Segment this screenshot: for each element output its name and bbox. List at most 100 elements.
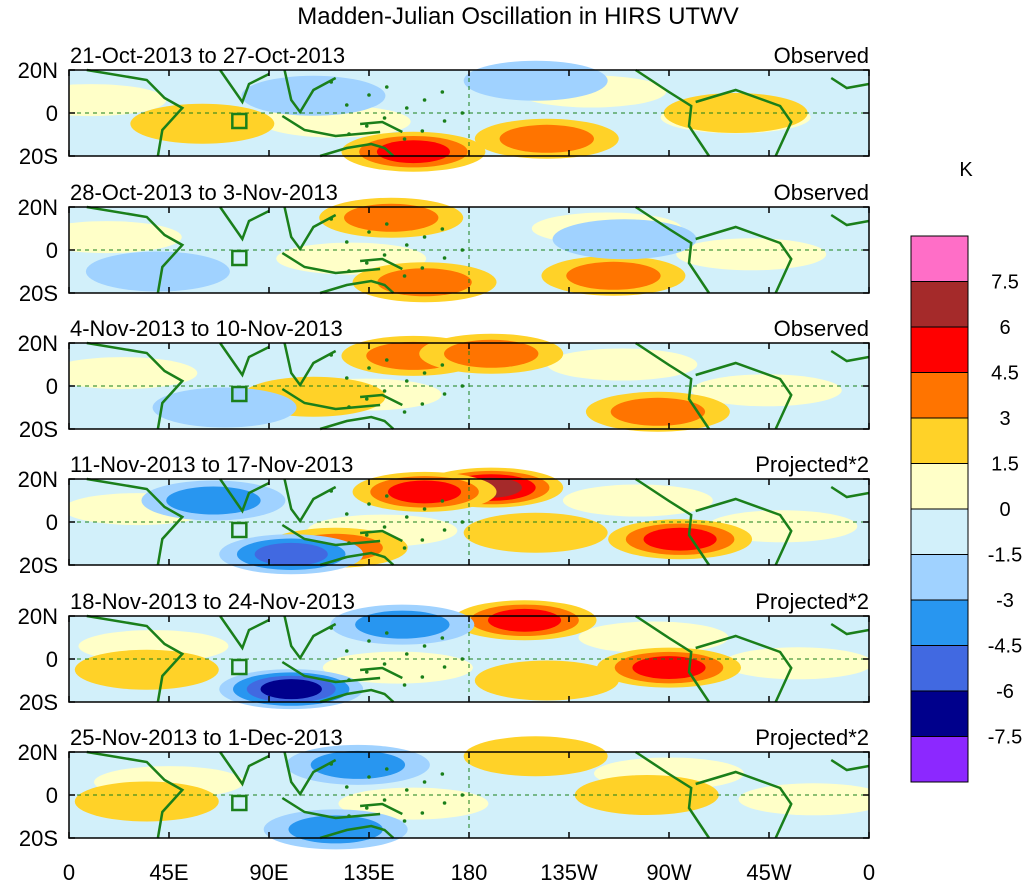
island (442, 256, 447, 260)
lon-tick-label: 0 (863, 860, 875, 885)
weak-positive-region (738, 783, 869, 816)
island (402, 683, 407, 687)
colorbar-swatch (910, 690, 969, 737)
island (422, 780, 427, 784)
anomaly-contour (376, 140, 451, 164)
coastline (283, 69, 337, 115)
island (384, 85, 389, 89)
coastline (359, 257, 403, 271)
island (402, 410, 407, 414)
island (382, 116, 387, 120)
island (382, 525, 387, 529)
island (402, 137, 407, 141)
island (422, 235, 427, 239)
coastline (634, 750, 711, 839)
colorbar-level-label: 4.5 (991, 363, 1019, 385)
island (422, 98, 427, 102)
island (440, 772, 445, 776)
island (382, 253, 387, 257)
island (329, 217, 334, 221)
panel-kind-label: Projected*2 (755, 589, 869, 614)
lat-tick-label: 20S (19, 690, 58, 715)
island (384, 222, 389, 226)
island (402, 546, 407, 550)
lon-tick-label: 135E (343, 860, 394, 885)
lon-tick-label: 90W (646, 860, 691, 885)
island (344, 376, 349, 380)
colorbar-swatch (910, 736, 969, 783)
coastline (634, 614, 711, 703)
island (440, 363, 445, 367)
island (364, 261, 369, 265)
region-marker-box (231, 521, 248, 539)
island (364, 533, 369, 537)
coastline (695, 88, 793, 157)
anomaly-contour (310, 750, 406, 779)
anomaly-contour (499, 124, 594, 153)
island (367, 230, 371, 234)
region-marker-box (231, 658, 248, 676)
coastline (281, 251, 381, 275)
island (440, 499, 445, 503)
island (367, 775, 371, 779)
island (440, 90, 445, 94)
map-panel: 20N 0 20S 18-Nov-2013 to 24-Nov-2013 Project… (18, 589, 870, 715)
coastline (283, 342, 337, 388)
colorbar-swatch (910, 508, 969, 555)
coastline (319, 688, 395, 704)
map-panel: 20N 0 20S 21-Oct-2013 to 27-Oct-2013 Observe… (18, 43, 870, 172)
coastline (319, 142, 395, 158)
colorbar-level-label: -6 (996, 681, 1014, 703)
colorbar-units-label: K (959, 159, 973, 181)
island (420, 675, 425, 679)
coastline (359, 393, 403, 407)
region-marker-box (231, 249, 248, 267)
coastlines (86, 477, 869, 567)
coastlines (86, 341, 869, 431)
island (422, 644, 427, 648)
panel-period-label: 11-Nov-2013 to 17-Nov-2013 (70, 452, 353, 477)
colorbar-swatch (910, 463, 969, 510)
anomaly-contour (130, 103, 275, 144)
island (344, 512, 349, 516)
map-panel: 20N 0 20S 4-Nov-2013 to 10-Nov-2013 Observed (18, 316, 870, 442)
island (384, 494, 389, 498)
island (404, 788, 409, 792)
map-panel: 20N 0 20S 11-Nov-2013 to 17-Nov-2013 Project… (18, 452, 870, 578)
coastline (283, 751, 337, 797)
island (384, 631, 389, 635)
island (329, 353, 334, 357)
weak-positive-region (547, 348, 698, 381)
anomaly-contour (166, 486, 261, 515)
island (367, 639, 371, 643)
island (329, 489, 334, 493)
weak-positive-region (69, 221, 182, 254)
island (347, 814, 351, 818)
island (420, 266, 425, 270)
lat-tick-label: 0 (46, 101, 58, 126)
coastline (359, 802, 403, 816)
coastline (830, 349, 869, 363)
island (329, 762, 334, 766)
anomaly-contour (632, 656, 706, 680)
lat-tick-label: 20N (18, 195, 58, 220)
coastline (359, 666, 403, 680)
coastline (86, 341, 185, 430)
colorbar-level-label: 7.5 (991, 272, 1019, 294)
island (404, 243, 409, 247)
coastline (283, 615, 337, 661)
region-marker-box (231, 112, 248, 130)
coastline (281, 660, 381, 684)
anomaly-contour (74, 649, 219, 690)
weak-positive-region (69, 84, 167, 117)
island (402, 274, 407, 278)
lat-tick-label: 20S (19, 553, 58, 578)
lat-tick-label: 20S (19, 144, 58, 169)
island (367, 93, 371, 97)
island (442, 392, 447, 396)
anomaly-contour (463, 512, 608, 553)
lat-tick-label: 20N (18, 604, 58, 629)
coastline (319, 279, 395, 295)
anomaly-contour (463, 60, 608, 101)
